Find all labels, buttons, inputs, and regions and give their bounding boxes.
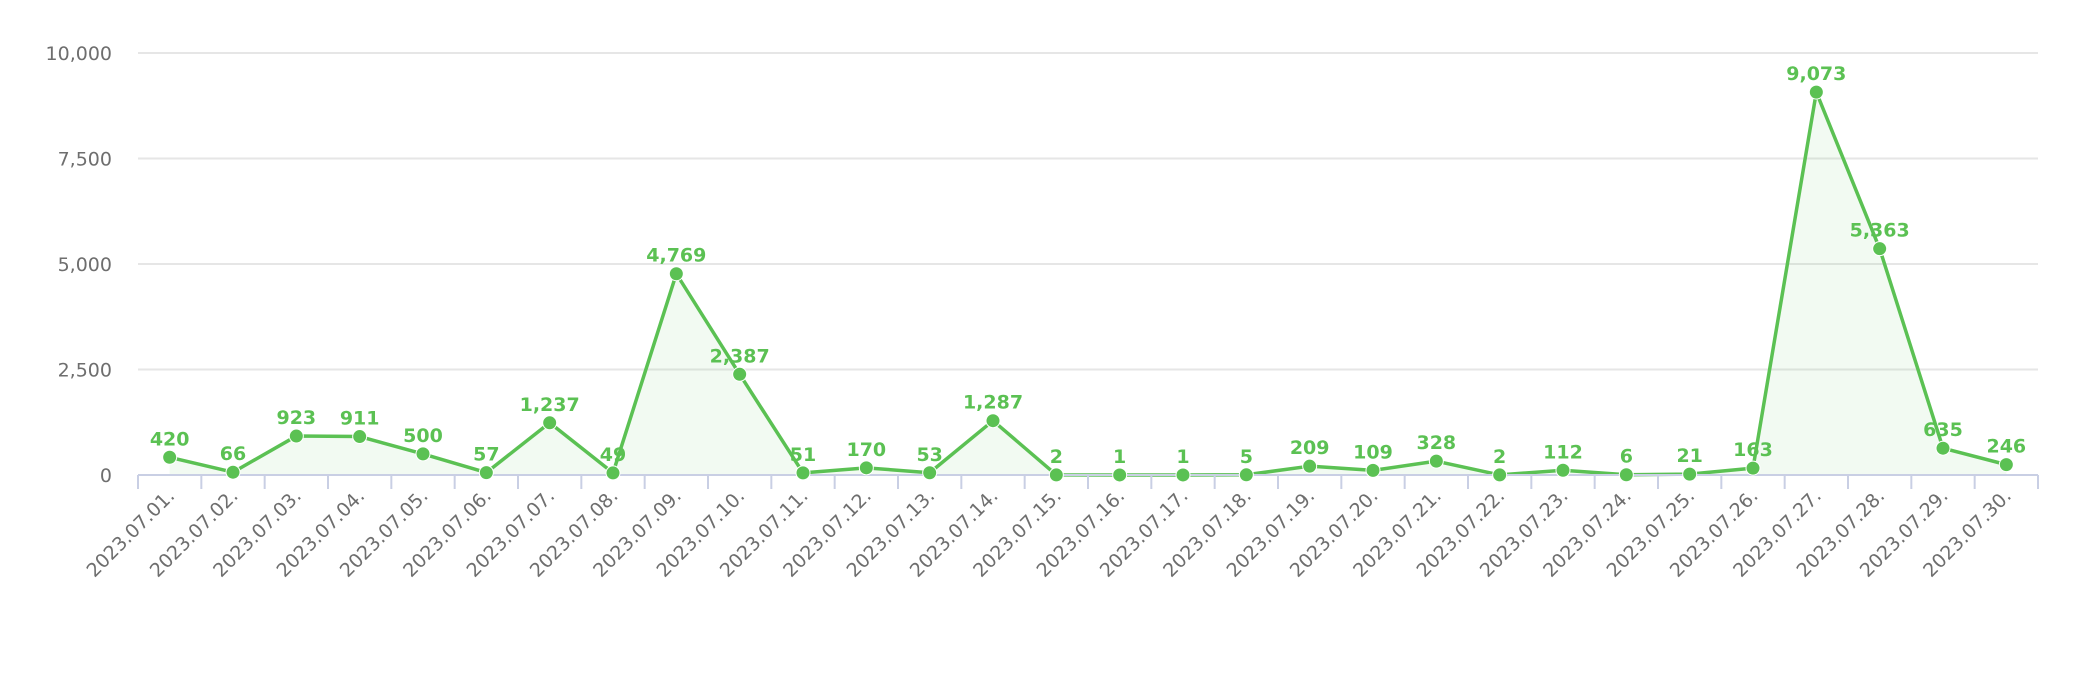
data-label: 112 (1543, 441, 1583, 463)
y-tick-label: 2,500 (58, 360, 112, 382)
data-label: 6 (1620, 446, 1633, 468)
data-label: 2 (1493, 446, 1506, 468)
data-label: 170 (846, 439, 886, 461)
data-point[interactable] (1618, 467, 1634, 483)
data-point[interactable] (1365, 462, 1381, 478)
data-point[interactable] (352, 429, 368, 445)
data-point[interactable] (1998, 457, 2014, 473)
series-line (169, 90, 2007, 477)
data-point[interactable] (1555, 462, 1571, 478)
data-label: 1 (1176, 446, 1189, 468)
grid-lines (138, 52, 2038, 371)
data-label: 2,387 (710, 345, 770, 367)
data-label: 51 (790, 444, 816, 466)
data-point[interactable] (288, 428, 304, 444)
data-label: 209 (1290, 437, 1330, 459)
data-label: 5 (1240, 446, 1253, 468)
data-point[interactable] (1048, 467, 1064, 483)
data-label: 923 (276, 407, 316, 429)
data-point[interactable] (668, 266, 684, 282)
data-point[interactable] (1302, 458, 1318, 474)
data-label: 1,237 (520, 394, 580, 416)
data-label: 246 (1986, 436, 2026, 458)
data-label: 109 (1353, 441, 1393, 463)
data-point[interactable] (732, 366, 748, 382)
data-label: 21 (1676, 445, 1702, 467)
area-fill (169, 92, 2007, 476)
y-tick-label: 0 (100, 465, 112, 487)
area-fill-shape (169, 92, 2007, 476)
data-point[interactable] (1808, 84, 1824, 100)
data-point[interactable] (922, 465, 938, 481)
data-label: 2 (1050, 446, 1063, 468)
data-label: 163 (1733, 439, 1773, 461)
data-label: 420 (150, 428, 190, 450)
data-point[interactable] (478, 465, 494, 481)
data-point[interactable] (1872, 241, 1888, 257)
data-point[interactable] (542, 415, 558, 431)
x-axis: 2023.07.01.2023.07.02.2023.07.03.2023.07… (82, 474, 2039, 582)
data-label: 4,769 (646, 245, 706, 267)
data-label: 57 (473, 444, 499, 466)
data-point[interactable] (1745, 460, 1761, 476)
data-point[interactable] (985, 413, 1001, 429)
data-label: 66 (220, 443, 246, 465)
data-label: 5,363 (1850, 220, 1910, 242)
data-point[interactable] (162, 449, 178, 465)
data-label: 500 (403, 425, 443, 447)
y-tick-label: 5,000 (58, 254, 112, 276)
data-label: 328 (1416, 432, 1456, 454)
data-label: 53 (916, 444, 942, 466)
data-point[interactable] (1492, 467, 1508, 483)
data-point[interactable] (415, 446, 431, 462)
data-point[interactable] (1428, 453, 1444, 469)
series-polyline (169, 90, 2007, 477)
data-point[interactable] (1238, 467, 1254, 483)
data-point[interactable] (1175, 467, 1191, 483)
data-label: 635 (1923, 419, 1963, 441)
data-label: 9,073 (1786, 63, 1846, 85)
data-point[interactable] (1935, 440, 1951, 456)
data-label: 1 (1113, 446, 1126, 468)
y-axis: 0 2,500 5,000 7,500 10,000 (46, 43, 112, 487)
data-point[interactable] (1112, 467, 1128, 483)
data-point[interactable] (225, 464, 241, 480)
data-point[interactable] (605, 465, 621, 481)
y-tick-label: 7,500 (58, 149, 112, 171)
data-label: 1,287 (963, 392, 1023, 414)
data-points (162, 84, 2014, 483)
data-label: 911 (340, 408, 380, 430)
y-tick-label: 10,000 (46, 43, 112, 65)
data-point[interactable] (858, 460, 874, 476)
data-label: 49 (600, 444, 626, 466)
data-point[interactable] (1682, 466, 1698, 482)
data-point[interactable] (795, 465, 811, 481)
